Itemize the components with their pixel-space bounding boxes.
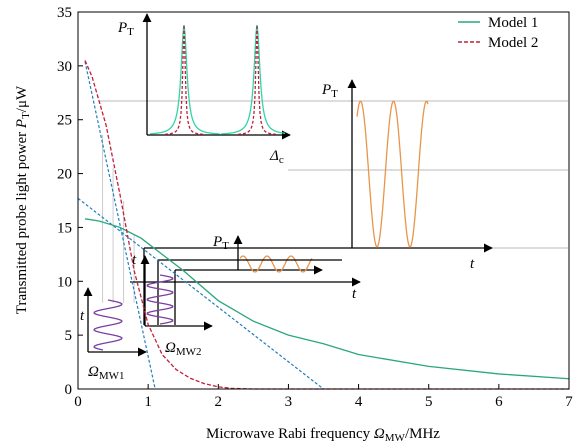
y-tick-label: 35 bbox=[57, 5, 72, 21]
small-oscillation bbox=[239, 255, 313, 273]
inset-label: PT bbox=[117, 20, 134, 38]
series-line bbox=[84, 60, 569, 390]
series-line bbox=[84, 218, 570, 380]
inset-time: t bbox=[352, 286, 357, 302]
oscillation bbox=[356, 100, 429, 249]
y-label-sub: T bbox=[20, 112, 32, 119]
legend-label: Model 2 bbox=[488, 35, 538, 51]
peak-model-1 bbox=[220, 24, 286, 135]
y-tick-label: 10 bbox=[57, 274, 72, 290]
x-tick-label: 5 bbox=[425, 394, 433, 410]
x-tick-label: 6 bbox=[495, 394, 503, 410]
inset-label: ΩMW2 bbox=[165, 340, 202, 358]
x-label-text: Microwave Rabi frequency bbox=[206, 426, 374, 442]
y-tick-label: 20 bbox=[57, 167, 72, 183]
peak-model-1 bbox=[149, 24, 221, 135]
inset-time: t bbox=[470, 256, 475, 272]
x-label-sub: MW bbox=[385, 432, 406, 444]
inset-label: PT bbox=[321, 82, 338, 100]
inset-sub: T bbox=[222, 240, 229, 252]
y-tick-label: 5 bbox=[65, 328, 73, 344]
x-tick-label: 2 bbox=[215, 394, 223, 410]
inset-time: t bbox=[132, 252, 137, 268]
legend-label: Model 1 bbox=[488, 15, 538, 31]
y-tick-label: 25 bbox=[57, 113, 72, 129]
y-tick-label: 15 bbox=[57, 220, 72, 236]
x-label-symbol: Ω bbox=[374, 426, 385, 442]
inset-symbol: P bbox=[321, 82, 331, 98]
x-tick-label: 1 bbox=[144, 394, 152, 410]
tangent-line bbox=[84, 61, 156, 390]
inset-symbol: Ω bbox=[165, 340, 176, 356]
plot-frame bbox=[77, 11, 570, 390]
x-axis-label: Microwave Rabi frequency ΩMW/MHz bbox=[206, 426, 440, 444]
inset-label: PT bbox=[212, 234, 229, 252]
x-tick-label: 4 bbox=[355, 394, 363, 410]
inset-sub: c bbox=[279, 154, 284, 166]
inset-sub: MW2 bbox=[176, 346, 202, 358]
inset-label: ΩMW1 bbox=[88, 364, 125, 382]
y-tick-label: 30 bbox=[57, 59, 72, 75]
inset-symbol: P bbox=[117, 20, 127, 36]
y-label-text: Transmitted probe light power bbox=[14, 128, 30, 314]
y-label-unit: /μW bbox=[14, 85, 30, 112]
plot-area: 0 1 2 3 4 5 6 7 0 5 10 15 20 25 30 35 Model 1 Model 2 bbox=[57, 5, 573, 410]
rabi-2 bbox=[146, 274, 174, 325]
inset-sub: MW1 bbox=[99, 370, 125, 382]
tangent-line bbox=[77, 197, 324, 390]
inset-symbol: Δ bbox=[269, 148, 279, 164]
inset-label: Δc bbox=[269, 148, 284, 166]
inset-sub: T bbox=[127, 26, 134, 38]
x-tick-label: 3 bbox=[285, 394, 293, 410]
y-axis-label: Transmitted probe light power PT/μW bbox=[14, 85, 32, 314]
y-tick-label: 0 bbox=[65, 382, 73, 398]
peak-model-2 bbox=[164, 24, 204, 135]
x-tick-label: 7 bbox=[565, 394, 573, 410]
peak-model-2 bbox=[237, 24, 277, 135]
inset-sub: T bbox=[331, 88, 338, 100]
rabi-1 bbox=[93, 299, 123, 351]
inset-time: t bbox=[80, 308, 85, 324]
inset-symbol: Ω bbox=[88, 364, 99, 380]
y-label-symbol: P bbox=[14, 119, 30, 129]
x-label-unit: /MHz bbox=[405, 426, 440, 442]
inset-symbol: P bbox=[212, 234, 222, 250]
x-tick-label: 0 bbox=[74, 394, 82, 410]
